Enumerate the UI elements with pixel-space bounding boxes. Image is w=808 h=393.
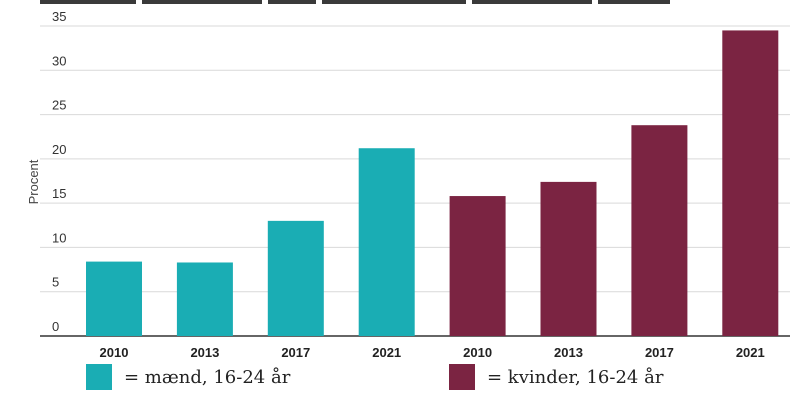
bar-2010-women [449,196,506,336]
legend-label-men: = mænd, 16-24 år [124,366,291,388]
x-tick-label: 2010 [463,345,492,360]
y-axis-ticks: 0 5 10 15 20 25 30 35 [52,9,66,334]
bar-2017-men [267,220,324,336]
bar-2010-men [86,261,142,336]
x-tick-label: 2017 [645,345,674,360]
x-tick-label: 2013 [190,345,219,360]
y-tick-label: 25 [52,98,66,113]
x-tick-label: 2013 [554,345,583,360]
y-tick-label: 35 [52,9,66,24]
bar-2013-men [176,262,233,336]
y-tick-label: 10 [52,230,66,245]
x-tick-label: 2021 [736,345,765,360]
x-tick-label: 2021 [372,345,401,360]
y-tick-label: 20 [52,142,66,157]
bar-2013-women [540,181,597,336]
y-tick-label: 30 [52,53,66,68]
y-tick-label: 15 [52,186,66,201]
legend-item-women: = kvinder, 16-24 år [449,364,663,390]
bar-2017-women [631,125,688,336]
bar-2021-women [722,30,779,337]
y-axis-label: Procent [26,159,41,204]
chart-title-ghost: ▬▬▬▬ ▬▬▬▬▬ ▬▬ ▬▬▬▬▬▬ ▬▬▬▬▬ ▬▬▬ [40,0,670,8]
y-tick-label: 5 [52,275,59,290]
bars [86,30,779,337]
x-tick-label: 2017 [281,345,310,360]
x-axis-ticks: 2010 2013 2017 2021 2010 2013 2017 2021 [100,345,765,360]
bar-2021-men [358,148,415,336]
chart-title-cropped: ▬▬▬▬ ▬▬▬▬▬ ▬▬ ▬▬▬▬▬▬ ▬▬▬▬▬ ▬▬▬ [40,0,760,8]
legend-item-men: = mænd, 16-24 år [86,364,290,390]
legend-swatch-men [86,364,112,390]
x-tick-label: 2010 [100,345,129,360]
legend-label-women: = kvinder, 16-24 år [487,366,664,388]
y-tick-label: 0 [52,319,59,334]
legend-swatch-women [449,364,475,390]
